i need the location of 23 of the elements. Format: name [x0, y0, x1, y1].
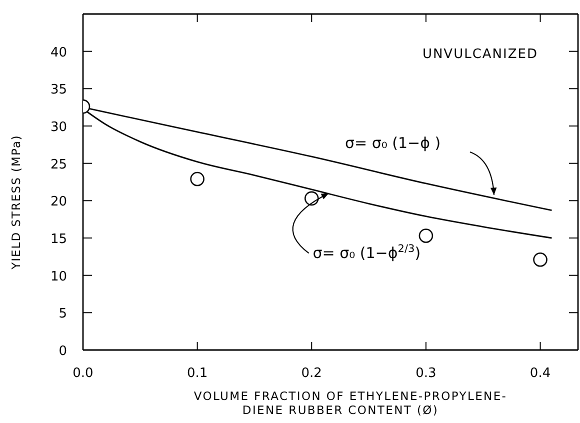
y-tick-label: 20 [50, 194, 67, 210]
y-tick-label: 35 [50, 82, 67, 98]
annotation: UNVULCANIZED [422, 47, 538, 62]
y-tick-label: 0 [58, 344, 67, 359]
x-tick-label: 0.0 [72, 366, 94, 381]
y-tick-label: 40 [50, 45, 67, 60]
point [533, 252, 548, 267]
x-tick-label: 0.3 [416, 366, 436, 381]
y-tick-label: 25 [50, 157, 67, 172]
y-axis-title: YIELD STRESS (MPa) [9, 134, 23, 270]
point [304, 191, 319, 206]
annotation: σ= σ₀ (1−ϕ$^{2/3}$) [312, 243, 421, 262]
y-tick-label: 30 [50, 120, 67, 135]
point [190, 172, 204, 186]
x-axis-title: VOLUME FRACTION OF ETHYLENE-PROPYLENE- DIENE RUBBER CONTENT (Ø) [194, 389, 508, 417]
y-tick-label: 5 [58, 306, 67, 322]
y-tick-label: 15 [50, 232, 67, 247]
x-tick-label: 0.1 [186, 366, 208, 381]
y-tick-label: 10 [50, 269, 67, 284]
point [418, 228, 434, 243]
x-tick-label: 0.2 [301, 366, 322, 381]
x-tick-label: 0.4 [530, 366, 551, 381]
annotation: σ= σ₀ (1−ϕ ) [345, 134, 441, 152]
